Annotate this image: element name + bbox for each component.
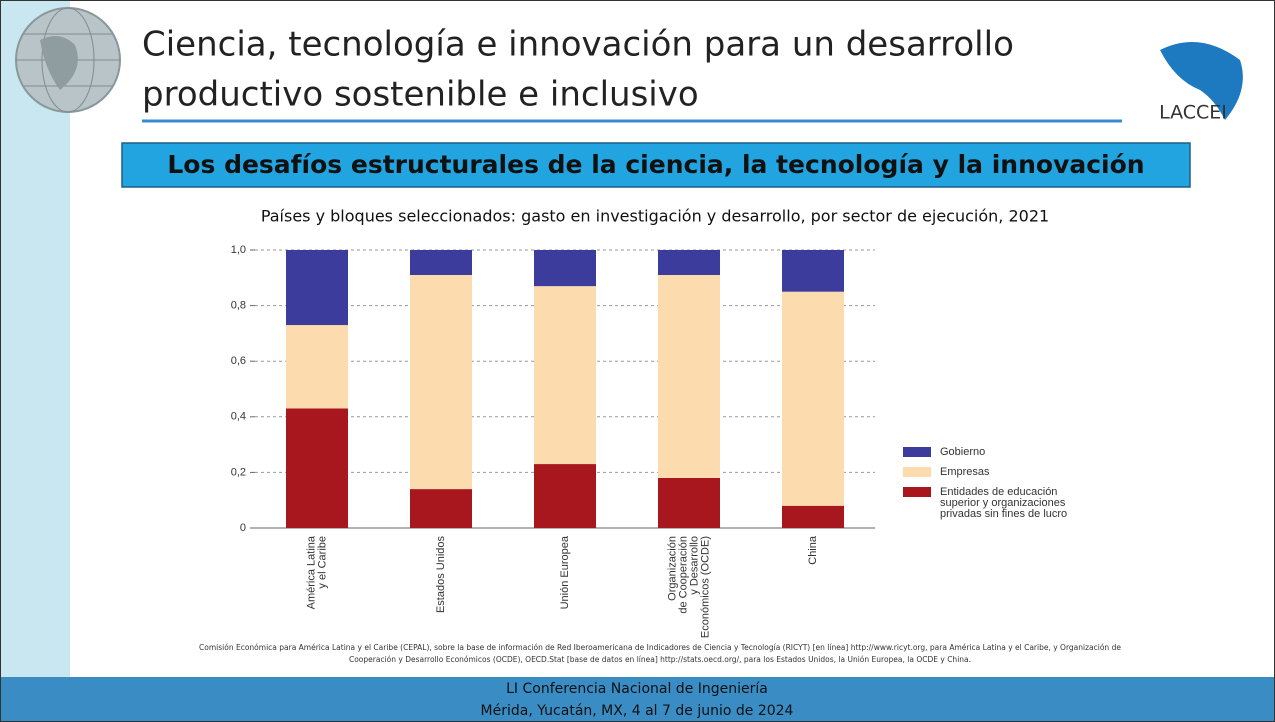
y-tick-label: 0,8 (231, 300, 246, 312)
bar-segment (410, 489, 472, 528)
banner-text: Los desafíos estructurales de la ciencia… (167, 150, 1144, 179)
legend-swatch (903, 487, 931, 497)
logo-text: LACCEI (1159, 102, 1227, 124)
legend-label: Gobierno (940, 446, 985, 458)
bar-segment (410, 250, 472, 276)
source-note: Comisión Económica para América Latina y… (199, 643, 1121, 652)
x-tick-label: Organizaciónde Cooperacióny DesarrolloEc… (666, 536, 711, 638)
logo: LACCEI (1159, 42, 1243, 124)
x-tick-label: China (807, 535, 819, 565)
y-tick-label: 0,2 (231, 466, 246, 478)
x-tick-label: Estados Unidos (435, 536, 447, 614)
chart: 0 0,2 0,4 0,6 0,8 1,0 América Latinay el Carib… (231, 244, 1067, 638)
footer (0, 677, 1275, 722)
bar-segment (658, 250, 720, 276)
footer-text: LI Conferencia Nacional de Ingeniería (506, 681, 768, 697)
title-line: productivo sostenible e inclusivo (142, 75, 699, 115)
bar-segment (534, 464, 596, 528)
bar-segment (286, 250, 348, 326)
legend-label: Empresas (940, 466, 990, 478)
bar-segment (782, 505, 844, 528)
bar-segment (410, 275, 472, 490)
y-tick-label: 0 (240, 522, 246, 534)
bar-segment (658, 275, 720, 478)
bar-segment (286, 325, 348, 409)
legend-swatch (903, 467, 931, 477)
bar-segment (286, 408, 348, 528)
banner (121, 142, 1191, 188)
title-line: Ciencia, tecnología e innovación para un… (142, 25, 1014, 65)
chart-title: Países y bloques seleccionados: gasto en… (261, 207, 1049, 226)
source-note: Cooperación y Desarrollo Económicos (OCD… (349, 655, 971, 664)
bar-segment (534, 286, 596, 465)
y-tick-label: 0,6 (231, 355, 246, 367)
x-tick-label: América Latinay el Caribe (305, 535, 328, 609)
bar-segment (658, 477, 720, 528)
side-strip (0, 0, 70, 677)
bar-segment (534, 250, 596, 287)
legend-swatch (903, 447, 931, 457)
y-tick-label: 1,0 (231, 244, 246, 256)
y-tick-label: 0,4 (231, 411, 246, 423)
x-tick-label: Unión Europea (559, 535, 571, 609)
legend-label: Entidades de educación superior y organiz… (940, 486, 1067, 520)
bar-segment (782, 250, 844, 292)
footer-text: Mérida, Yucatán, MX, 4 al 7 de junio de … (481, 703, 794, 719)
bar-segment (782, 291, 844, 506)
globe-icon (15, 7, 121, 113)
